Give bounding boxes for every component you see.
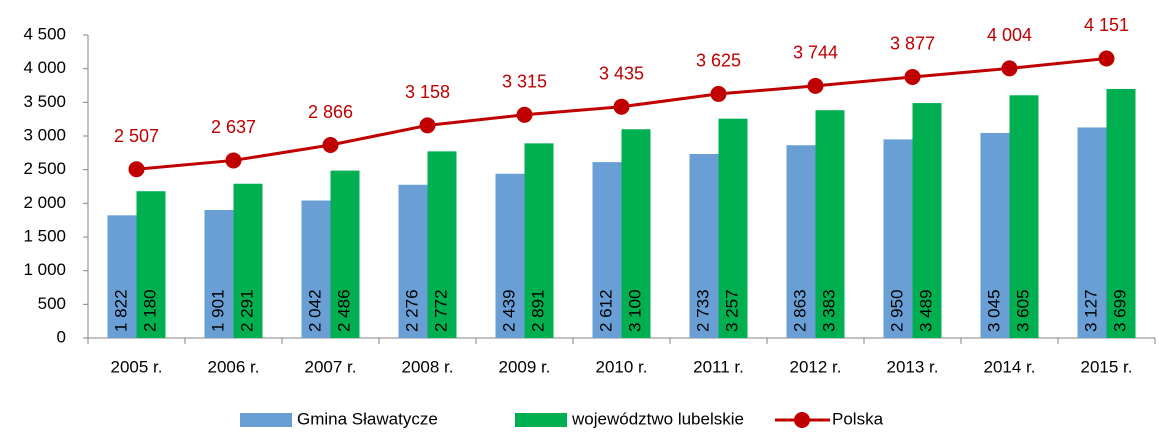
y-tick-label: 2 000 [23, 193, 66, 212]
line-marker [1098, 50, 1115, 67]
bar-value-label: 3 100 [625, 289, 644, 332]
legend-marker [794, 412, 810, 428]
bar [689, 153, 719, 338]
bar [883, 139, 913, 338]
bar [233, 183, 263, 338]
x-tick-label: 2012 r. [790, 357, 842, 376]
y-tick-label: 0 [57, 327, 66, 346]
y-tick-label: 1 000 [23, 260, 66, 279]
legend-swatch [515, 413, 567, 427]
line-marker [516, 106, 533, 123]
bar [1077, 127, 1107, 338]
bar-value-label: 2 733 [693, 289, 712, 332]
bar [136, 191, 166, 338]
y-tick-label: 3 000 [23, 125, 66, 144]
bar [107, 215, 137, 338]
line-value-label: 3 315 [502, 72, 547, 92]
y-tick-label: 1 500 [23, 226, 66, 245]
line-marker [419, 117, 436, 134]
line-value-label: 2 866 [308, 102, 353, 122]
bar-value-label: 2 612 [596, 289, 615, 332]
bar [398, 184, 428, 338]
bar-value-label: 3 257 [722, 289, 741, 332]
line-marker [1001, 60, 1018, 77]
bar-value-label: 3 045 [984, 289, 1003, 332]
line-value-label: 3 158 [405, 82, 450, 102]
x-tick-label: 2006 r. [208, 357, 260, 376]
x-tick-label: 2014 r. [984, 357, 1036, 376]
line-value-label: 3 877 [890, 34, 935, 54]
bar [301, 200, 331, 338]
bar [427, 151, 457, 338]
bar [912, 103, 942, 338]
legend-label: Gmina Sławatycze [297, 409, 438, 428]
line-marker [613, 98, 630, 115]
x-tick-label: 2010 r. [596, 357, 648, 376]
line-value-label: 3 435 [599, 63, 644, 83]
bar [330, 170, 360, 338]
bar-value-label: 2 276 [402, 289, 421, 332]
bar-value-label: 3 383 [819, 289, 838, 332]
bar-value-label: 2 291 [237, 289, 256, 332]
bar [524, 143, 554, 338]
line-value-label: 3 625 [696, 51, 741, 71]
line-value-label: 2 637 [211, 117, 256, 137]
x-tick-label: 2009 r. [499, 357, 551, 376]
line-value-label: 4 004 [987, 25, 1032, 45]
y-tick-label: 4 500 [23, 24, 66, 43]
y-tick-label: 2 500 [23, 159, 66, 178]
y-tick-label: 4 000 [23, 58, 66, 77]
bar-value-label: 3 605 [1013, 289, 1032, 332]
bar-value-label: 2 042 [305, 289, 324, 332]
x-tick-label: 2005 r. [111, 357, 163, 376]
bar [204, 209, 234, 338]
bar-value-label: 1 901 [208, 289, 227, 332]
bar [815, 110, 845, 338]
line-marker [322, 137, 339, 154]
bar-value-label: 2 863 [790, 289, 809, 332]
bar-value-label: 2 891 [528, 289, 547, 332]
bar [621, 129, 651, 338]
x-tick-label: 2008 r. [402, 357, 454, 376]
line-value-label: 3 744 [793, 43, 838, 63]
x-tick-label: 2011 r. [693, 357, 744, 376]
line-marker [710, 85, 727, 102]
bar-value-label: 3 127 [1081, 289, 1100, 332]
bar-value-label: 2 486 [334, 289, 353, 332]
line-value-label: 2 507 [114, 126, 159, 146]
bar-value-label: 1 822 [111, 289, 130, 332]
bar [592, 162, 622, 338]
bar-value-label: 3 699 [1110, 289, 1129, 332]
bar [718, 118, 748, 338]
legend-label: Polska [832, 409, 884, 428]
bar [495, 173, 525, 338]
legend-label: województwo lubelskie [571, 409, 744, 428]
bar-value-label: 2 772 [431, 289, 450, 332]
y-tick-label: 500 [38, 294, 66, 313]
x-tick-label: 2013 r. [887, 357, 939, 376]
bar-value-label: 2 950 [887, 289, 906, 332]
bar-value-label: 2 180 [140, 289, 159, 332]
bar [1106, 88, 1136, 339]
line-value-label: 4 151 [1084, 15, 1129, 35]
legend-swatch [240, 413, 292, 427]
bar [786, 145, 816, 338]
x-tick-label: 2007 r. [305, 357, 357, 376]
bar [1009, 95, 1039, 338]
line-marker [904, 68, 921, 85]
y-tick-label: 3 500 [23, 92, 66, 111]
bar [980, 132, 1010, 338]
bar-value-label: 2 439 [499, 289, 518, 332]
line-marker [128, 161, 145, 178]
x-tick-label: 2015 r. [1081, 357, 1133, 376]
bar-value-label: 3 489 [916, 289, 935, 332]
line-marker [225, 152, 242, 169]
line-marker [807, 77, 824, 94]
